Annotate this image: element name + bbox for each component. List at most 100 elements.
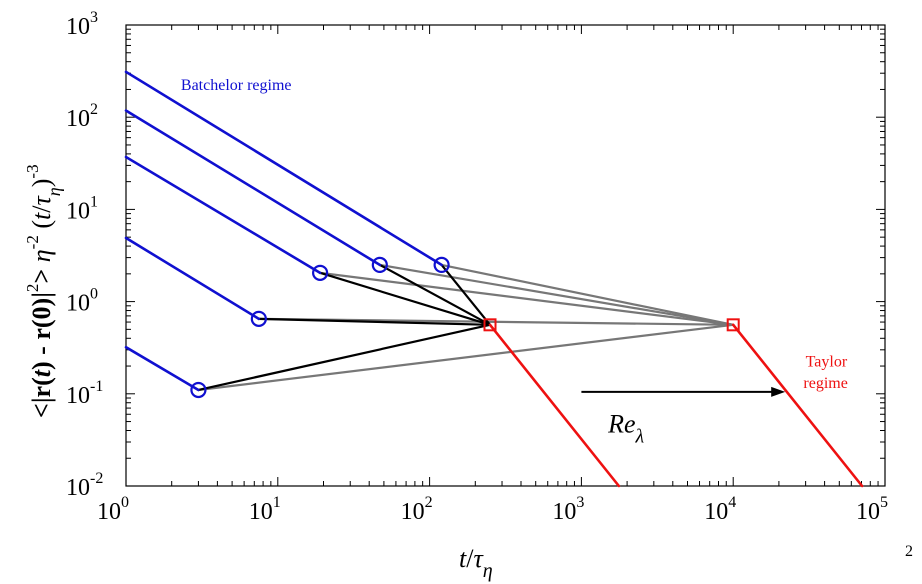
- y-title-r2: r: [27, 328, 56, 340]
- y-title-close: >: [27, 262, 56, 283]
- y-tick-label: 10-1: [66, 378, 103, 409]
- y-title-tt: t: [27, 212, 56, 220]
- gray-connector-line: [319, 271, 735, 326]
- x-title-tau: τ: [473, 544, 484, 573]
- circle-marker: [312, 264, 329, 281]
- y-tick-label: 101: [66, 193, 98, 224]
- x-tick-label: 105: [856, 494, 888, 525]
- y-title-tau-sub: η: [44, 187, 64, 196]
- x-tick-exponent: 5: [880, 494, 888, 511]
- black-connector-line: [378, 263, 492, 326]
- x-tick-label: 100: [97, 494, 129, 525]
- x-tick-base: 10: [856, 499, 880, 525]
- circle-marker: [250, 310, 267, 327]
- x-tick-exponent: 4: [728, 494, 736, 511]
- x-tick-exponent: 3: [576, 494, 584, 511]
- circle-marker: [371, 256, 388, 274]
- batchelor-series-line: [124, 70, 443, 267]
- y-tick-exponent: 3: [90, 9, 98, 26]
- y-tick-label: 102: [66, 101, 98, 132]
- y-tick-base: 10: [66, 475, 90, 501]
- x-title-slash: /: [466, 544, 474, 573]
- y-title-tau: τ: [27, 195, 56, 206]
- y-tick-exponent: -2: [90, 470, 103, 487]
- circle-marker: [190, 381, 207, 399]
- y-tick-exponent: 1: [90, 193, 98, 210]
- x-tick-label: 103: [552, 494, 584, 525]
- y-tick-base: 10: [66, 198, 90, 224]
- batchelor-series-line: [124, 109, 382, 267]
- re-label-sub: λ: [635, 425, 645, 447]
- x-tick-exponent: 1: [273, 494, 281, 511]
- square-marker: [483, 318, 497, 332]
- gray-connector-line: [378, 263, 735, 326]
- corner-superscript: 2: [905, 543, 913, 560]
- y-axis-title: <|r(t) - r(0)|2> η-2 (t/τη)-3: [23, 164, 64, 418]
- re-lambda-label: Reλ: [607, 409, 644, 447]
- re-arrow-head: [771, 386, 786, 397]
- x-title-t: t: [459, 544, 467, 573]
- annotations: Batchelor regime Taylor regime 2: [181, 77, 913, 560]
- y-tick-exponent: -1: [90, 378, 103, 395]
- batchelor-series-line: [124, 155, 322, 275]
- black-connector-line: [319, 271, 492, 326]
- black-connector-line: [257, 317, 492, 326]
- x-tick-base: 10: [97, 499, 121, 525]
- y-title-r1: r: [27, 386, 56, 398]
- y-tick-base: 10: [66, 106, 90, 132]
- re-label-main: Re: [607, 409, 635, 438]
- re-arrow: Reλ: [581, 386, 786, 447]
- markers: [190, 256, 740, 399]
- axis-ticks: [125, 24, 886, 487]
- y-tick-exponent: 0: [90, 286, 98, 303]
- x-tick-base: 10: [552, 499, 576, 525]
- y-title-square: 2: [23, 284, 42, 293]
- taylor-regime-label-line2: regime: [803, 375, 847, 392]
- circle-marker: [433, 256, 450, 274]
- gray-connector-line: [197, 323, 735, 392]
- y-title-pow: -3: [23, 164, 42, 178]
- y-title-eta: η: [27, 249, 56, 262]
- y-title-t: t: [27, 369, 56, 377]
- x-tick-label: 104: [704, 494, 736, 525]
- batchelor-lines: [124, 70, 443, 392]
- x-title-sub: η: [483, 560, 493, 582]
- y-title-rparen: ): [27, 179, 56, 188]
- y-tick-label: 100: [66, 286, 98, 317]
- y-tick-base: 10: [66, 14, 90, 40]
- x-tick-label: 101: [249, 494, 281, 525]
- y-title-rp: ): [27, 361, 56, 370]
- y-title-eta-exp: -2: [23, 235, 42, 249]
- y-tick-exponent: 2: [90, 101, 98, 118]
- y-title-open: <|: [27, 397, 56, 418]
- batchelor-regime-label: Batchelor regime: [181, 77, 292, 94]
- taylor-regime-label-line1: Taylor: [806, 353, 848, 370]
- y-tick-label: 103: [66, 9, 98, 40]
- x-tick-label: 102: [401, 494, 433, 525]
- square-marker: [726, 318, 740, 332]
- plot-area-frame: [125, 24, 886, 487]
- gray-connector-line: [440, 263, 735, 326]
- taylor-lines: [488, 323, 864, 488]
- x-tick-exponent: 2: [425, 494, 433, 511]
- connector-lines: [197, 263, 735, 392]
- tick-labels: 100 101 102 103 104 10510-210-1100101102103t/…: [23, 9, 888, 582]
- y-title-minus: -: [27, 340, 56, 362]
- y-tick-base: 10: [66, 291, 90, 317]
- y-title-zero: (0)|: [27, 292, 56, 328]
- x-axis-title: t/τη: [459, 544, 493, 582]
- taylor-series-line: [731, 323, 864, 488]
- y-title-lp: (: [27, 377, 56, 386]
- x-tick-base: 10: [704, 499, 728, 525]
- y-tick-label: 10-2: [66, 470, 103, 501]
- taylor-series-line: [488, 323, 621, 488]
- y-tick-base: 10: [66, 383, 90, 409]
- black-connector-line: [440, 263, 492, 326]
- y-title-paren: (: [27, 220, 56, 235]
- x-tick-exponent: 0: [121, 494, 129, 511]
- x-tick-base: 10: [401, 499, 425, 525]
- x-tick-base: 10: [249, 499, 273, 525]
- black-connector-line: [197, 323, 492, 392]
- batchelor-series-line: [124, 236, 261, 321]
